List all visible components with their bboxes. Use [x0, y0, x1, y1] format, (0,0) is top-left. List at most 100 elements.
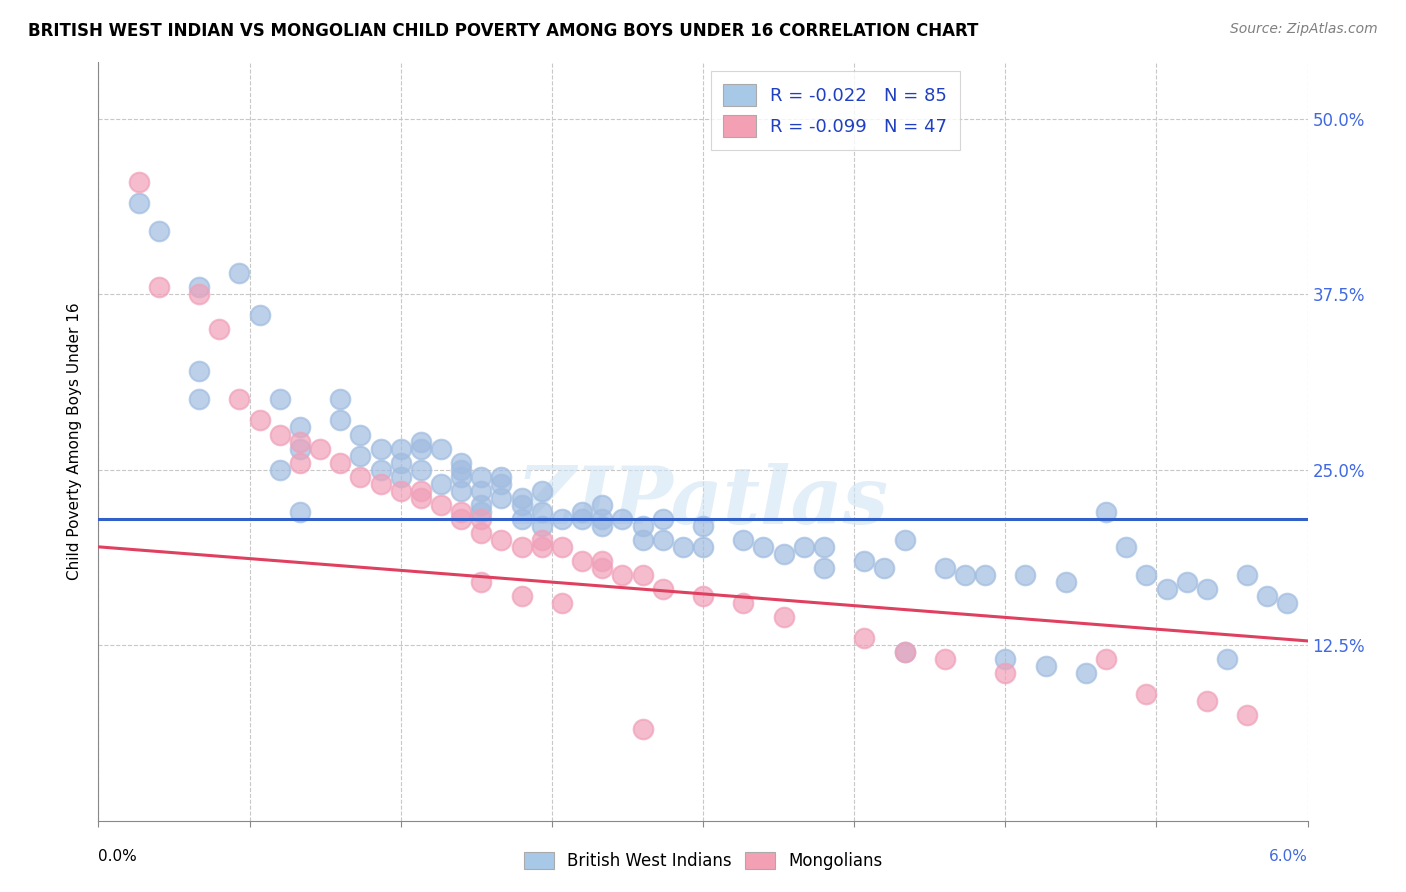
Point: [571, 505, 593, 519]
Point: [188, 392, 211, 407]
Point: [934, 652, 956, 666]
Point: [1236, 568, 1258, 582]
Point: [893, 645, 915, 659]
Point: [530, 518, 553, 533]
Point: [148, 224, 170, 238]
Point: [631, 568, 654, 582]
Point: [470, 525, 492, 540]
Point: [329, 413, 352, 427]
Point: [349, 469, 371, 483]
Point: [249, 413, 271, 427]
Point: [612, 512, 634, 526]
Point: [208, 322, 231, 336]
Point: [349, 427, 371, 442]
Point: [430, 442, 453, 456]
Point: [1035, 659, 1057, 673]
Point: [994, 666, 1017, 681]
Point: [1256, 589, 1278, 603]
Point: [450, 483, 472, 498]
Point: [1216, 652, 1239, 666]
Point: [1195, 582, 1218, 596]
Legend: British West Indians, Mongolians: British West Indians, Mongolians: [517, 845, 889, 877]
Point: [893, 533, 915, 547]
Point: [530, 483, 553, 498]
Point: [591, 554, 613, 568]
Point: [551, 596, 574, 610]
Point: [793, 540, 815, 554]
Point: [430, 498, 453, 512]
Point: [409, 434, 432, 449]
Point: [228, 266, 250, 280]
Point: [288, 434, 311, 449]
Point: [692, 540, 714, 554]
Point: [752, 540, 775, 554]
Point: [551, 512, 574, 526]
Text: 6.0%: 6.0%: [1268, 849, 1308, 864]
Point: [349, 449, 371, 463]
Point: [934, 561, 956, 575]
Point: [631, 533, 654, 547]
Point: [409, 462, 432, 476]
Point: [1135, 568, 1157, 582]
Point: [450, 456, 472, 470]
Point: [188, 364, 211, 378]
Point: [612, 568, 634, 582]
Point: [651, 533, 673, 547]
Point: [370, 476, 392, 491]
Point: [530, 505, 553, 519]
Point: [1156, 582, 1178, 596]
Point: [672, 540, 695, 554]
Point: [994, 652, 1017, 666]
Point: [530, 540, 553, 554]
Point: [692, 589, 714, 603]
Point: [228, 392, 250, 407]
Text: ZIPatlas: ZIPatlas: [517, 464, 889, 541]
Point: [591, 518, 613, 533]
Point: [510, 512, 533, 526]
Point: [491, 491, 513, 505]
Point: [813, 540, 835, 554]
Point: [128, 195, 150, 210]
Point: [953, 568, 976, 582]
Point: [591, 512, 613, 526]
Text: 0.0%: 0.0%: [98, 849, 138, 864]
Point: [128, 175, 150, 189]
Point: [389, 469, 412, 483]
Point: [591, 561, 613, 575]
Point: [651, 512, 673, 526]
Point: [510, 498, 533, 512]
Point: [409, 491, 432, 505]
Point: [470, 469, 492, 483]
Point: [1074, 666, 1097, 681]
Point: [893, 645, 915, 659]
Point: [510, 540, 533, 554]
Point: [288, 442, 311, 456]
Point: [249, 308, 271, 322]
Point: [1175, 574, 1198, 589]
Legend: R = -0.022   N = 85, R = -0.099   N = 47: R = -0.022 N = 85, R = -0.099 N = 47: [711, 71, 960, 150]
Point: [288, 505, 311, 519]
Point: [1095, 652, 1118, 666]
Point: [853, 631, 876, 645]
Point: [450, 462, 472, 476]
Point: [470, 498, 492, 512]
Point: [329, 456, 352, 470]
Point: [269, 427, 291, 442]
Point: [491, 533, 513, 547]
Text: Source: ZipAtlas.com: Source: ZipAtlas.com: [1230, 22, 1378, 37]
Point: [571, 554, 593, 568]
Point: [591, 498, 613, 512]
Point: [651, 582, 673, 596]
Point: [370, 442, 392, 456]
Point: [530, 533, 553, 547]
Point: [631, 723, 654, 737]
Point: [470, 512, 492, 526]
Point: [409, 483, 432, 498]
Point: [692, 518, 714, 533]
Point: [571, 512, 593, 526]
Point: [853, 554, 876, 568]
Point: [772, 610, 794, 624]
Point: [470, 505, 492, 519]
Point: [491, 469, 513, 483]
Point: [470, 574, 492, 589]
